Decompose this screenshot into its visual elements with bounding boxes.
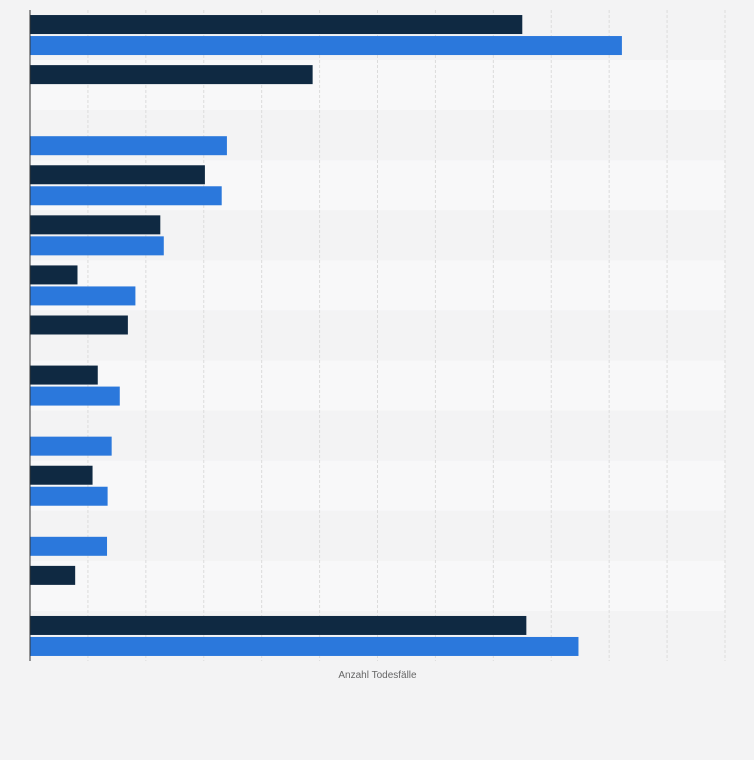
bar-series-1-group-4[interactable] [30, 165, 205, 185]
bar-series-1-group-5[interactable] [30, 215, 161, 235]
x-axis-title: Anzahl Todesfälle [338, 670, 417, 681]
bars [30, 15, 622, 656]
bar-series-2-group-3[interactable] [30, 136, 227, 156]
bar-series-1-group-8[interactable] [30, 365, 98, 385]
bar-series-1-group-6[interactable] [30, 265, 78, 285]
bar-series-2-group-13[interactable] [30, 636, 579, 656]
bar-series-2-group-1[interactable] [30, 36, 622, 56]
bar-series-2-group-9[interactable] [30, 436, 112, 456]
gridlines [87, 10, 726, 661]
bar-series-1-group-10[interactable] [30, 465, 93, 485]
bar-series-1-group-1[interactable] [30, 15, 523, 35]
bar-series-2-group-10[interactable] [30, 486, 108, 506]
bar-series-2-group-6[interactable] [30, 286, 136, 306]
bar-series-1-group-7[interactable] [30, 315, 128, 335]
bar-series-2-group-11[interactable] [30, 536, 108, 556]
bar-series-1-group-13[interactable] [30, 615, 527, 635]
bar-series-2-group-4[interactable] [30, 186, 222, 206]
bar-series-2-group-8[interactable] [30, 386, 120, 406]
bar-series-1-group-2[interactable] [30, 65, 313, 85]
bar-series-2-group-5[interactable] [30, 236, 164, 256]
bar-series-1-group-12[interactable] [30, 565, 76, 585]
